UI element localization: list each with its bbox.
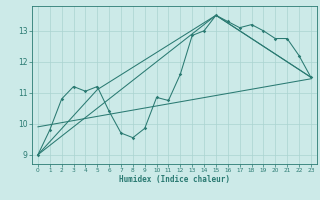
X-axis label: Humidex (Indice chaleur): Humidex (Indice chaleur) <box>119 175 230 184</box>
